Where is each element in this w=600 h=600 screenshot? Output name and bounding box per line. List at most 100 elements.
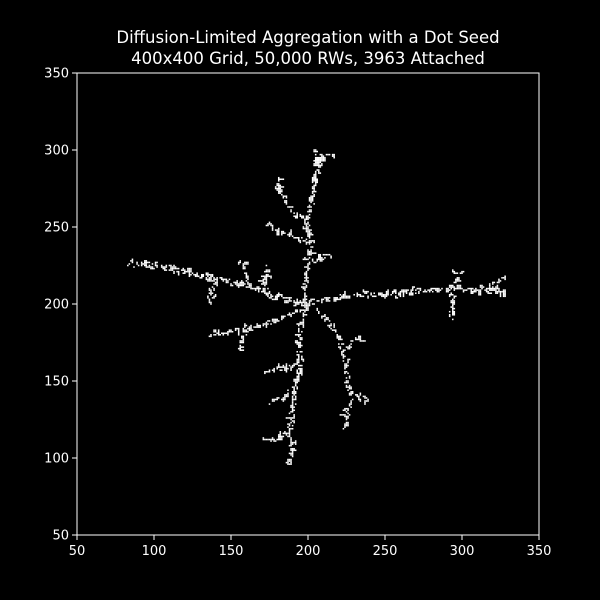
aggregate-point (296, 213, 298, 216)
aggregate-point (334, 298, 337, 301)
aggregate-point (481, 284, 483, 287)
aggregate-points (127, 149, 506, 465)
aggregate-point (284, 195, 286, 197)
aggregate-point (496, 287, 499, 290)
aggregate-point (288, 427, 291, 430)
aggregate-point (131, 260, 134, 262)
aggregate-point (301, 309, 303, 311)
aggregate-point (241, 346, 243, 348)
aggregate-point (130, 260, 132, 262)
aggregate-point (196, 272, 198, 274)
aggregate-point (296, 343, 298, 345)
aggregate-point (455, 272, 457, 274)
aggregate-point (265, 438, 268, 441)
x-tick-label: 200 (296, 544, 321, 559)
aggregate-point (339, 338, 342, 341)
aggregate-point (350, 400, 352, 402)
aggregate-point (418, 292, 420, 294)
aggregate-point (314, 184, 317, 187)
aggregate-point (350, 394, 352, 396)
aggregate-point (259, 326, 262, 328)
aggregate-point (285, 201, 288, 204)
aggregate-point (168, 264, 171, 267)
aggregate-point (211, 275, 214, 278)
aggregate-point (496, 290, 499, 293)
aggregate-point (274, 298, 277, 301)
aggregate-point (208, 278, 211, 281)
aggregate-point (293, 387, 295, 390)
aggregate-point (450, 306, 452, 308)
aggregate-point (282, 178, 285, 181)
aggregate-point (345, 370, 348, 373)
aggregate-point (294, 309, 297, 311)
aggregate-point (277, 233, 280, 236)
aggregate-point (230, 283, 232, 285)
aggregate-point (257, 326, 260, 328)
aggregate-point (336, 297, 339, 299)
aggregate-point (314, 252, 317, 254)
aggregate-point (284, 200, 286, 202)
aggregate-point (285, 370, 288, 373)
aggregate-point (350, 343, 352, 345)
aggregate-point (245, 277, 248, 279)
aggregate-point (287, 461, 289, 464)
aggregate-point (311, 186, 314, 188)
aggregate-point (277, 438, 280, 441)
aggregate-point (288, 300, 291, 302)
aggregate-point (213, 283, 215, 285)
aggregate-point (293, 391, 295, 393)
aggregate-point (287, 423, 289, 425)
aggregate-point (398, 293, 400, 296)
aggregate-point (371, 295, 374, 298)
aggregate-point (262, 283, 265, 285)
aggregate-point (216, 332, 218, 335)
aggregate-point (451, 306, 454, 308)
aggregate-point (288, 412, 291, 415)
aggregate-point (296, 358, 298, 361)
aggregate-point (362, 290, 365, 293)
aggregate-point (458, 277, 460, 279)
aggregate-point (210, 289, 212, 291)
aggregate-point (202, 275, 205, 278)
aggregate-point (304, 310, 306, 313)
aggregate-point (294, 441, 297, 444)
aggregate-point (245, 324, 248, 327)
aggregate-point (296, 303, 298, 305)
aggregate-point (282, 315, 285, 318)
aggregate-point (451, 301, 454, 304)
x-tick-label: 100 (142, 544, 167, 559)
aggregate-point (285, 432, 288, 435)
aggregate-point (239, 347, 242, 350)
aggregate-point (405, 289, 408, 291)
aggregate-point (451, 303, 454, 305)
aggregate-point (288, 364, 291, 367)
aggregate-point (331, 155, 334, 157)
aggregate-point (356, 338, 359, 341)
aggregate-point (297, 341, 300, 344)
aggregate-point (264, 370, 266, 373)
aggregate-point (302, 321, 305, 324)
x-tick-label: 150 (219, 544, 244, 559)
aggregate-point (304, 220, 306, 222)
aggregate-point (359, 293, 362, 296)
aggregate-point (282, 366, 285, 368)
aggregate-point (318, 312, 320, 315)
aggregate-point (228, 329, 231, 331)
aggregate-point (297, 346, 300, 348)
aggregate-point (290, 411, 292, 413)
aggregate-point (277, 435, 280, 438)
aggregate-point (314, 180, 317, 182)
aggregate-point (299, 338, 302, 341)
aggregate-point (194, 275, 197, 278)
aggregate-point (294, 237, 297, 239)
aggregate-point (285, 367, 288, 370)
x-tick-label: 250 (373, 544, 398, 559)
aggregate-point (285, 394, 288, 396)
aggregate-point (493, 281, 496, 284)
aggregate-point (214, 329, 217, 331)
aggregate-point (287, 389, 289, 392)
aggregate-point (305, 230, 308, 233)
aggregate-point (271, 226, 274, 228)
aggregate-point (481, 287, 483, 290)
aggregate-point (316, 309, 319, 311)
